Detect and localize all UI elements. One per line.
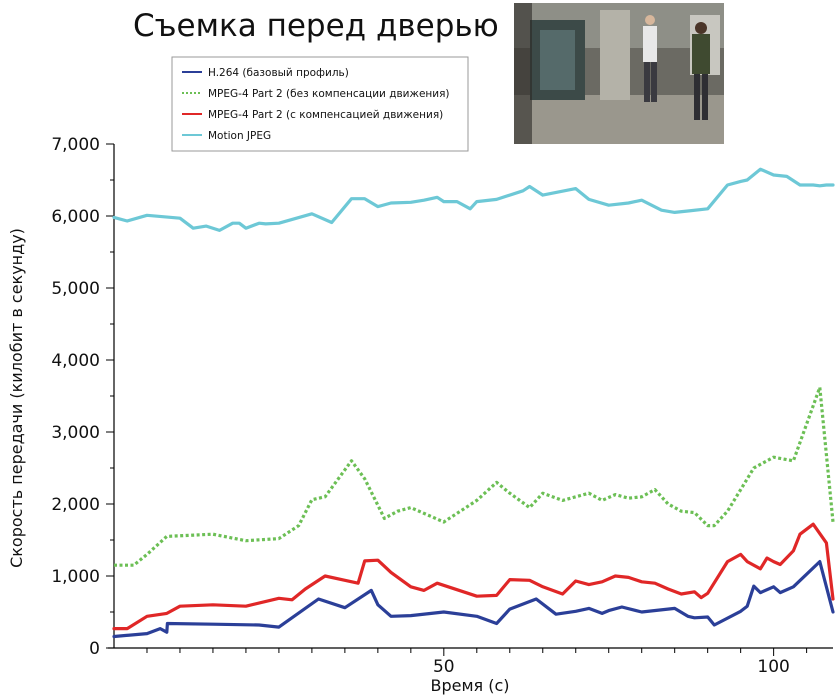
legend-label-1: MPEG-4 Part 2 (без компенсации движения) (208, 88, 450, 100)
series-layer (112, 167, 835, 639)
x-axis-label: Время (с) (430, 676, 509, 695)
corridor-photo (514, 3, 724, 144)
legend: H.264 (базовый профиль) MPEG-4 Part 2 (бе… (171, 56, 469, 152)
series-line-2 (112, 522, 835, 631)
y-axis-label: Скорость передачи (килобит в секунду) (7, 228, 26, 568)
chart-title: Съемка перед дверью (133, 8, 499, 44)
series-line-3 (112, 167, 835, 232)
y-tick-label: 0 (89, 639, 100, 659)
legend-label-2: MPEG-4 Part 2 (с компенсацией движения) (208, 109, 443, 121)
series-line-0 (112, 559, 835, 639)
y-tick-label: 4,000 (51, 351, 100, 371)
axes (108, 144, 833, 649)
x-tick-label: 100 (757, 657, 789, 677)
y-tick-label: 2,000 (51, 495, 100, 515)
series-line-1 (114, 385, 835, 567)
y-tick-label: 6,000 (51, 207, 100, 227)
legend-label-0: H.264 (базовый профиль) (208, 67, 349, 79)
x-ticks: 50 100 (146, 648, 808, 677)
y-tick-label: 5,000 (51, 279, 100, 299)
y-tick-label: 3,000 (51, 423, 100, 443)
y-ticks: 0 1,000 2,000 3,000 4,000 5,000 6,000 7,000 (51, 135, 114, 659)
y-tick-label: 7,000 (51, 135, 100, 155)
legend-label-3: Motion JPEG (208, 130, 271, 142)
y-tick-label: 1,000 (51, 567, 100, 587)
x-tick-label: 50 (433, 657, 455, 677)
